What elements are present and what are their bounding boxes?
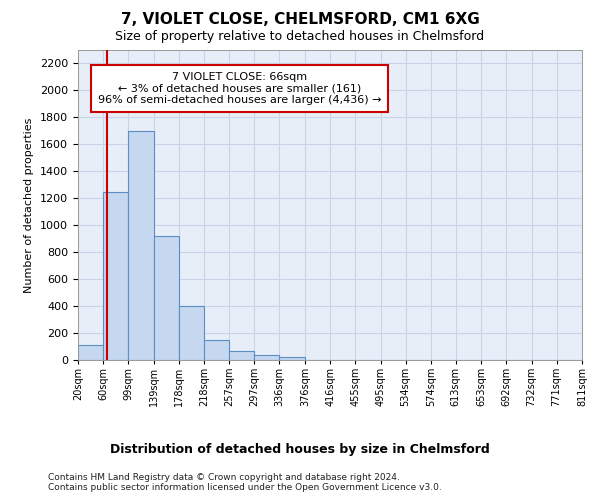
Bar	[128, 131, 154, 360]
Bar	[229, 351, 254, 360]
Text: 7, VIOLET CLOSE, CHELMSFORD, CM1 6XG: 7, VIOLET CLOSE, CHELMSFORD, CM1 6XG	[121, 12, 479, 28]
Text: Distribution of detached houses by size in Chelmsford: Distribution of detached houses by size …	[110, 442, 490, 456]
Text: Contains HM Land Registry data © Crown copyright and database right 2024.: Contains HM Land Registry data © Crown c…	[48, 472, 400, 482]
Bar	[154, 236, 179, 360]
Y-axis label: Number of detached properties: Number of detached properties	[25, 118, 34, 292]
Text: Size of property relative to detached houses in Chelmsford: Size of property relative to detached ho…	[115, 30, 485, 43]
Bar	[78, 344, 103, 360]
Bar	[179, 306, 204, 360]
Bar	[204, 340, 229, 360]
Text: Contains public sector information licensed under the Open Government Licence v3: Contains public sector information licen…	[48, 484, 442, 492]
Text: 7 VIOLET CLOSE: 66sqm
← 3% of detached houses are smaller (161)
96% of semi-deta: 7 VIOLET CLOSE: 66sqm ← 3% of detached h…	[98, 72, 381, 105]
Bar	[103, 192, 128, 360]
Bar	[280, 356, 305, 360]
Bar	[254, 356, 280, 360]
